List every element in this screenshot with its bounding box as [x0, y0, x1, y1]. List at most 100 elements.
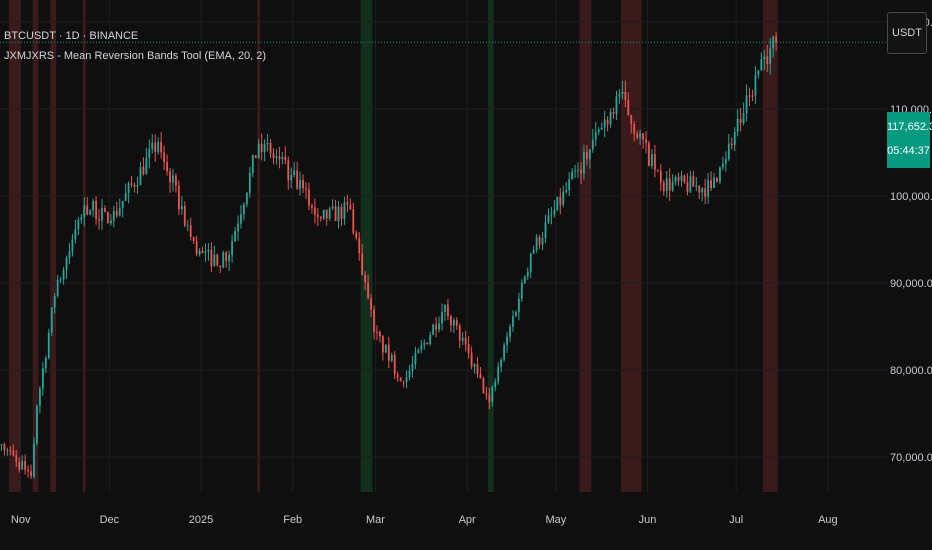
candle-body [485, 393, 488, 395]
candle-body [458, 325, 461, 341]
candle-body [532, 249, 535, 254]
candle-body [760, 58, 763, 71]
candle-body [470, 352, 473, 367]
candle-body [272, 153, 275, 158]
candle-body [603, 119, 606, 128]
candle-body [154, 142, 157, 152]
candle-body [281, 156, 284, 160]
candle-body [565, 190, 568, 192]
candle-body [600, 127, 603, 130]
candle-body [38, 388, 41, 406]
candlestick-series [0, 31, 778, 479]
candle-body [112, 210, 115, 221]
candle-body [606, 119, 609, 125]
x-tick-label: Jul [729, 514, 743, 526]
indicator-legend[interactable]: JXMJXRS - Mean Reversion Bands Tool (EMA… [4, 50, 267, 62]
candle-body [373, 309, 375, 332]
candle-body [305, 188, 307, 190]
candle-body [710, 180, 712, 189]
candle-body [311, 205, 313, 208]
candle-body [452, 320, 455, 326]
candle-body [269, 142, 272, 154]
candle-body [408, 371, 411, 378]
signal-band-bearish [82, 0, 86, 492]
candle-body [160, 141, 163, 153]
candle-body [577, 169, 579, 171]
candle-body [624, 91, 627, 100]
candle-body [355, 232, 358, 239]
candle-body [266, 142, 269, 145]
candle-body [107, 212, 109, 224]
candle-body [257, 143, 260, 159]
candle-body [591, 139, 594, 150]
candle-body [361, 252, 364, 275]
x-tick-label: Jun [639, 514, 657, 526]
time-axis-background [0, 506, 932, 550]
candle-body [455, 320, 458, 326]
candle-body [201, 250, 204, 253]
candle-body [175, 175, 177, 186]
candle-body [287, 160, 290, 181]
candle-body [183, 205, 186, 226]
candle-body [74, 229, 77, 240]
candle-body [207, 249, 210, 252]
candle-body [420, 345, 423, 350]
candle-body [92, 201, 95, 211]
candle-body [65, 257, 68, 271]
grid-lines [0, 0, 887, 492]
candle-body [228, 255, 231, 262]
currency-button[interactable]: USDT [887, 12, 927, 54]
candle-body [503, 344, 506, 360]
candle-body [594, 132, 597, 140]
candle-body [157, 141, 160, 152]
time-axis[interactable]: Nov Dec 2025 Feb Mar Apr May Jun Jul Aug [11, 514, 838, 526]
candle-body [639, 133, 642, 138]
candle-body [163, 152, 166, 163]
candle-body [396, 374, 399, 378]
candle-body [662, 182, 665, 192]
candle-body [517, 298, 520, 313]
candle-body [642, 133, 644, 140]
candle-body [130, 183, 133, 185]
candle-body [665, 178, 668, 192]
candle-body [299, 180, 302, 189]
candle-body [133, 184, 136, 187]
candle-body [393, 354, 396, 375]
candle-body [139, 167, 142, 185]
candle-body [763, 56, 766, 59]
x-tick-label: May [545, 514, 566, 526]
x-tick-label: 2025 [189, 514, 213, 526]
candle-body [293, 170, 296, 176]
candle-body [216, 254, 219, 266]
candle-body [651, 154, 653, 167]
candle-body [757, 70, 760, 75]
signal-band-bullish [487, 0, 494, 492]
candle-body [414, 352, 417, 364]
candle-body [568, 179, 571, 191]
x-tick-label: Mar [366, 514, 385, 526]
candle-body [243, 204, 245, 215]
candle-body [553, 210, 556, 215]
candle-body [689, 176, 692, 192]
candle-body [237, 223, 239, 232]
candle-body [719, 167, 721, 182]
candle-body [461, 337, 464, 341]
candle-body [245, 192, 248, 205]
candle-body [186, 225, 189, 227]
candle-body [30, 471, 32, 477]
candle-body [559, 197, 562, 205]
candle-body [364, 274, 367, 283]
candle-body [615, 96, 618, 114]
candle-body [479, 373, 482, 379]
currency-label: USDT [892, 27, 922, 39]
candle-body [3, 444, 6, 451]
candle-body [109, 220, 112, 224]
candle-body [367, 282, 370, 299]
candle-body [86, 205, 89, 215]
signal-band-bearish [762, 0, 778, 492]
candle-body [766, 56, 769, 64]
candle-body [772, 36, 775, 49]
candle-body [704, 188, 707, 197]
